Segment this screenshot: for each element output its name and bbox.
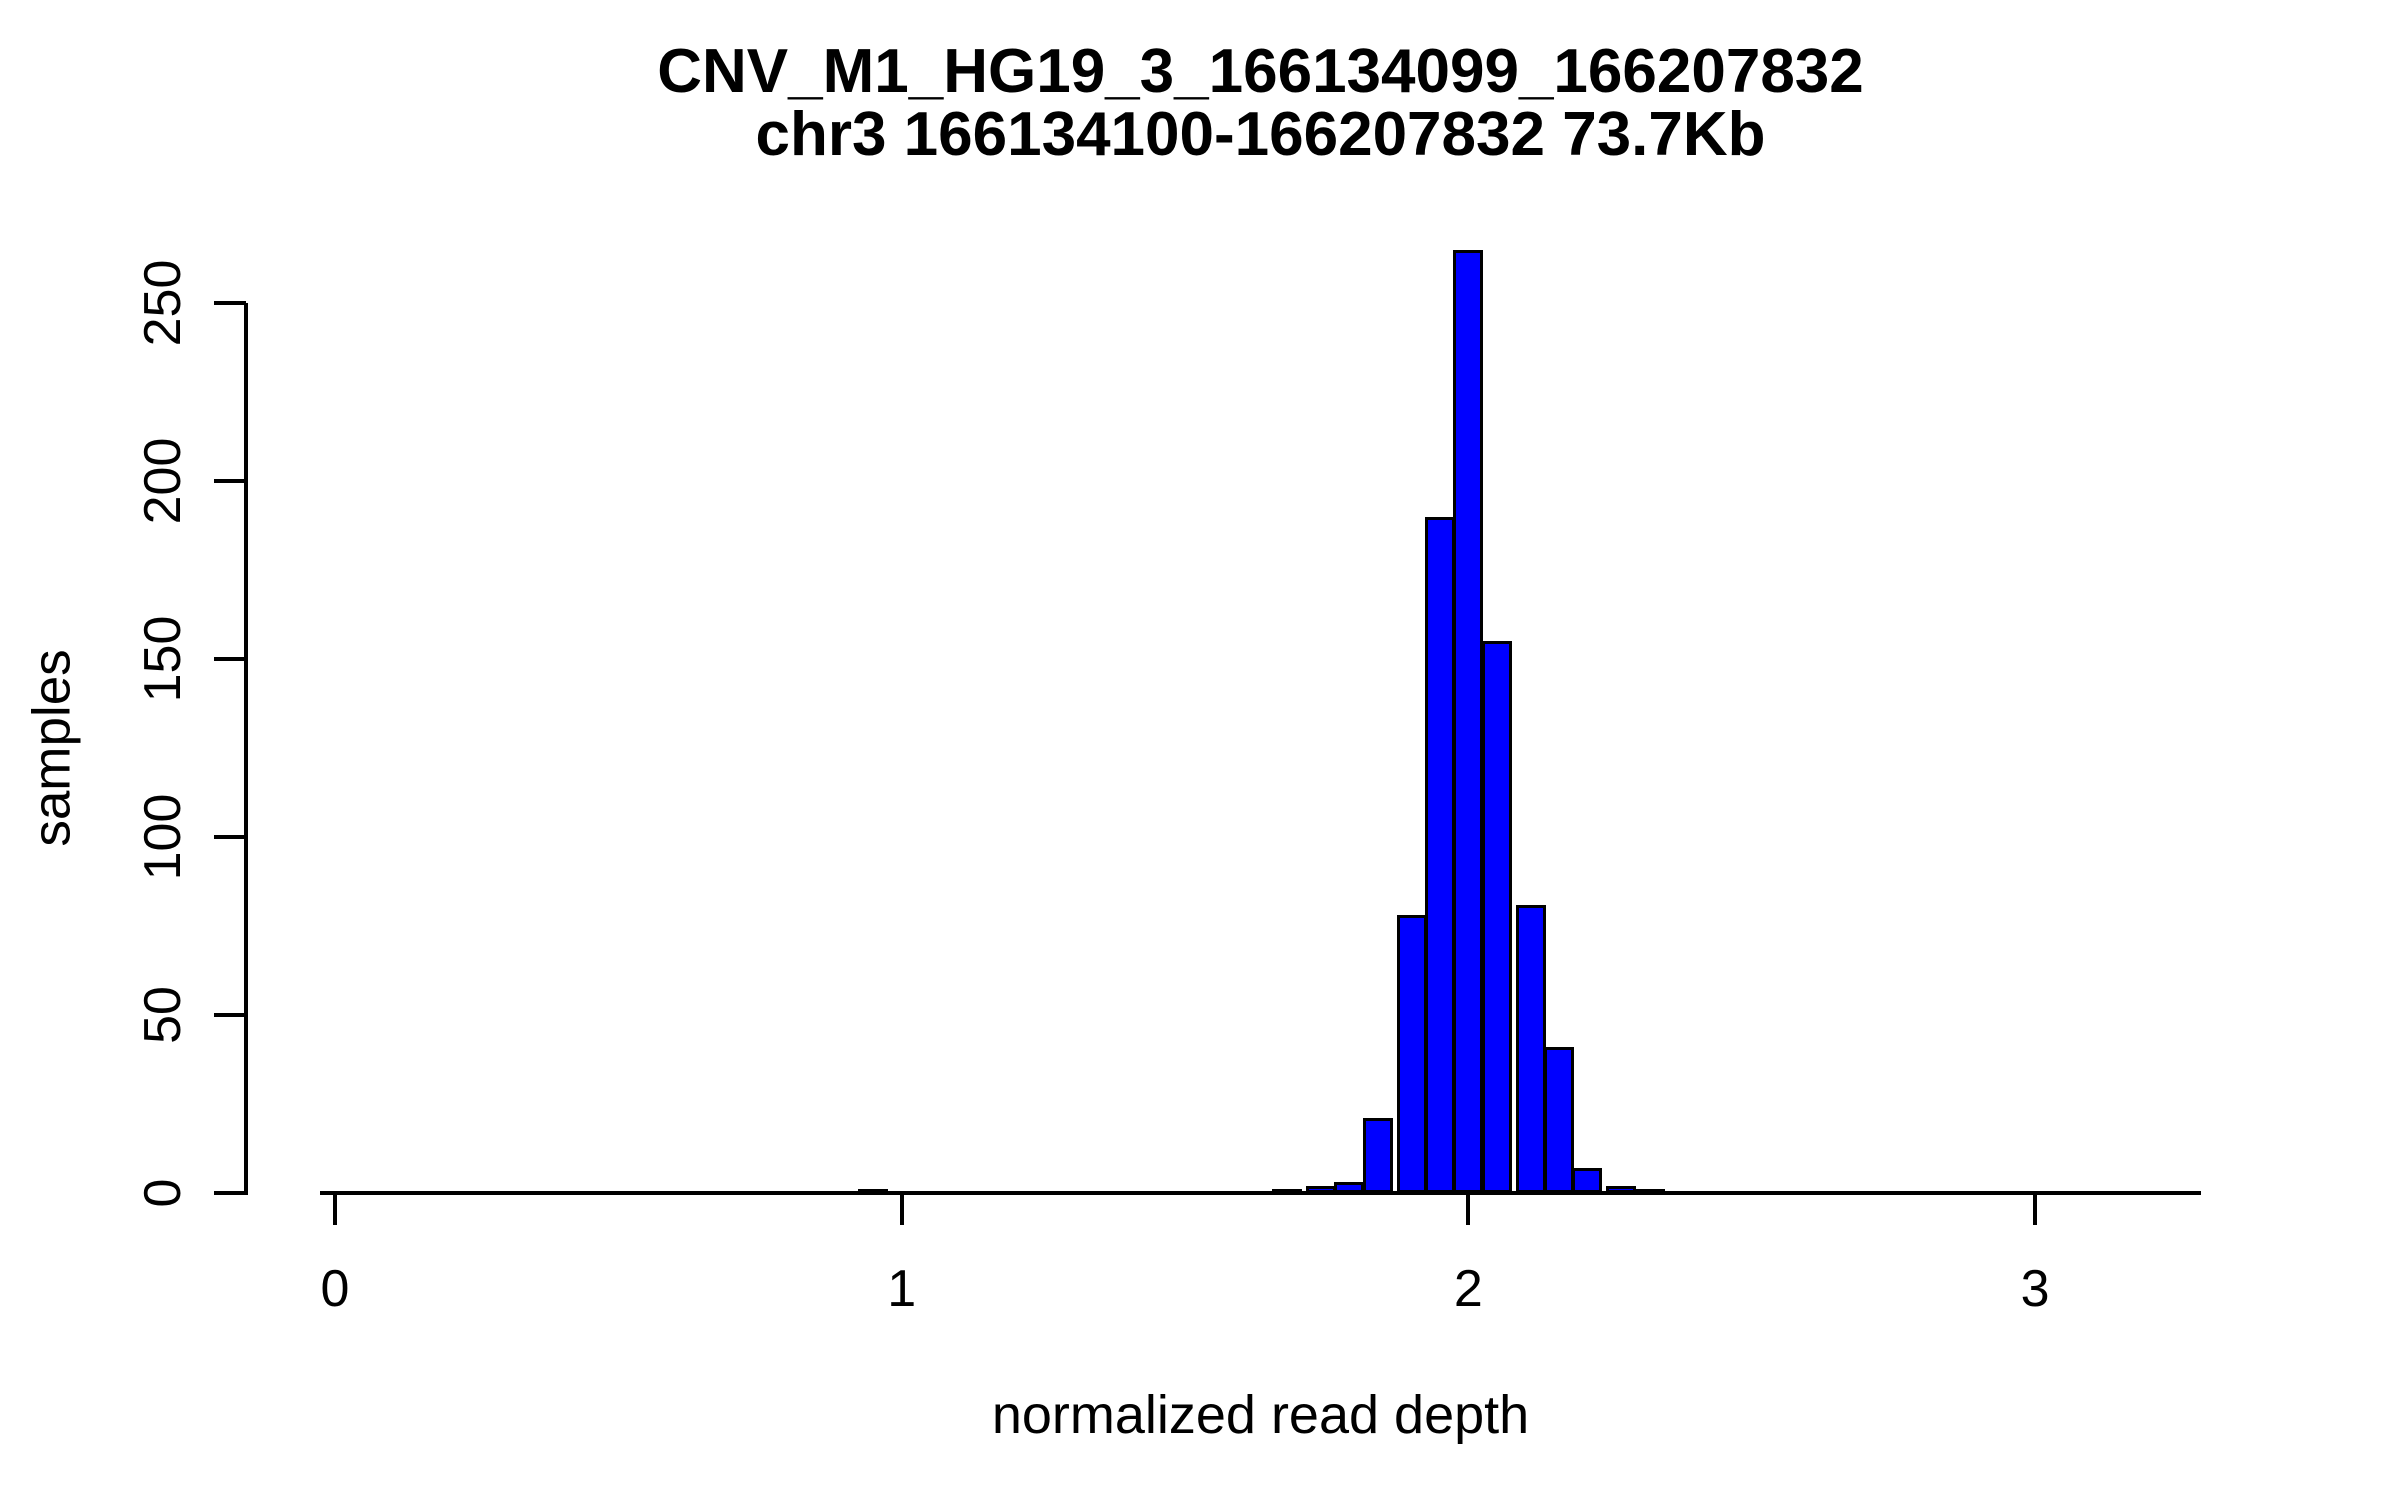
x-tick-label: 3	[2020, 1260, 2050, 1318]
histogram-bar	[1481, 641, 1512, 1193]
x-axis-label: normalized read depth	[991, 1385, 1530, 1445]
y-tick	[214, 1013, 246, 1017]
x-tick-label: 1	[887, 1260, 917, 1318]
x-axis-line	[320, 1191, 2201, 1195]
y-tick	[214, 835, 246, 839]
y-tick-label: 0	[134, 1178, 192, 1208]
histogram-bar	[1425, 516, 1456, 1193]
y-tick-label: 50	[134, 986, 192, 1044]
histogram-bar	[1453, 249, 1484, 1193]
y-tick-label: 200	[134, 437, 192, 525]
histogram-bar	[1544, 1047, 1575, 1193]
histogram-bar	[1334, 1182, 1365, 1193]
y-tick-label: 250	[134, 259, 192, 347]
y-tick	[214, 301, 246, 305]
title-block: CNV_M1_HG19_3_166134099_166207832 chr3 1…	[320, 40, 2201, 166]
y-tick	[214, 479, 246, 483]
y-tick-label: 150	[134, 615, 192, 703]
histogram-bar	[1572, 1168, 1603, 1193]
chart-title: CNV_M1_HG19_3_166134099_166207832	[657, 37, 1864, 106]
chart-subtitle: chr3 166134100-166207832 73.7Kb	[755, 100, 1766, 169]
x-tick	[333, 1193, 337, 1225]
histogram-bar	[1515, 904, 1546, 1193]
x-tick	[2033, 1193, 2038, 1225]
histogram-bar	[1606, 1185, 1637, 1193]
x-tick	[899, 1193, 904, 1225]
histogram-bar	[1396, 915, 1427, 1193]
x-tick	[1466, 1193, 1471, 1225]
histogram-bar	[858, 1189, 889, 1195]
histogram-bar	[1306, 1185, 1337, 1193]
y-tick-label: 100	[134, 793, 192, 881]
y-tick	[214, 657, 246, 661]
y-tick	[214, 1191, 246, 1195]
x-tick-label: 2	[1453, 1260, 1483, 1318]
histogram-bar	[1272, 1189, 1303, 1195]
x-tick-label: 0	[320, 1260, 350, 1318]
histogram-bar	[1634, 1189, 1665, 1195]
histogram-bar	[1362, 1118, 1393, 1193]
y-axis-line	[244, 303, 248, 1195]
